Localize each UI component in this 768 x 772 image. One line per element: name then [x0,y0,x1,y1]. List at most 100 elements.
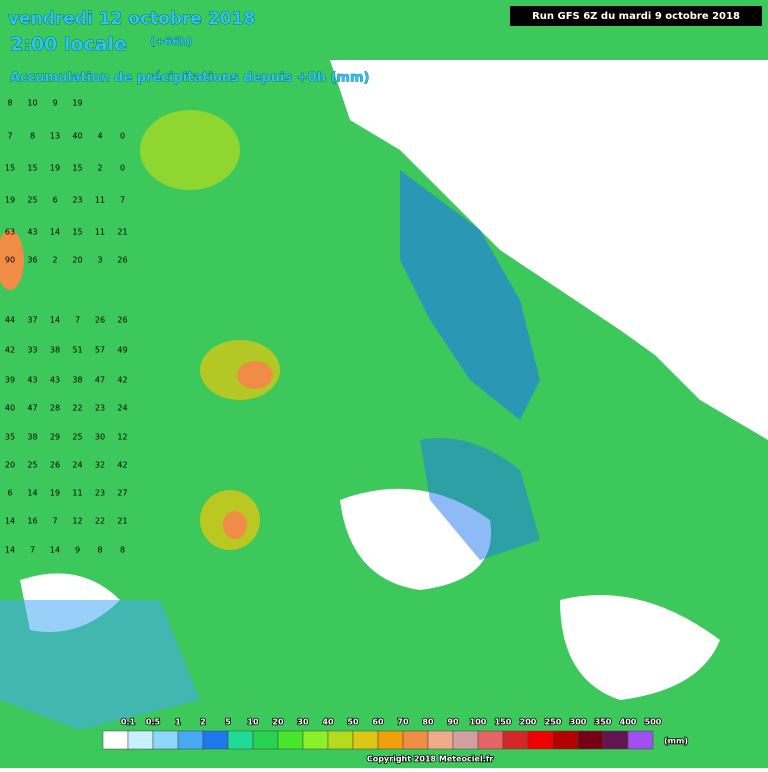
grid-value: 9 [52,99,57,108]
grid-value: 30 [95,433,105,442]
grid-value: 21 [117,517,127,526]
grid-value: 40 [5,404,15,413]
legend-swatch [127,730,154,750]
grid-value: 57 [95,346,105,355]
legend-label: 90 [447,718,459,727]
grid-value: 12 [117,433,127,442]
grid-value: 38 [50,346,60,355]
grid-value: 0 [120,164,125,173]
legend-swatch [402,730,429,750]
grid-value: 27 [117,489,127,498]
grid-value: 43 [50,376,60,385]
legend-label: 2 [200,718,206,727]
grid-value: 15 [5,164,15,173]
grid-value: 35 [5,433,15,442]
grid-value: 14 [50,228,60,237]
legend-label: 1 [175,718,181,727]
grid-value: 25 [27,196,37,205]
grid-value: 7 [75,316,80,325]
grid-value: 63 [5,228,15,237]
grid-value: 23 [95,489,105,498]
grid-value: 12 [72,517,82,526]
grid-value: 22 [72,404,82,413]
grid-value: 25 [72,433,82,442]
legend-swatch [427,730,454,750]
grid-value: 14 [50,546,60,555]
grid-value: 23 [72,196,82,205]
legend-label: 20 [272,718,284,727]
grid-value: 7 [7,132,12,141]
grid-value: 20 [5,461,15,470]
legend-label: 40 [322,718,334,727]
grid-value: 8 [30,132,35,141]
date: vendredi 12 octobre 2018 [8,9,255,29]
legend-swatch [152,730,179,750]
legend-swatch [552,730,579,750]
grid-value: 11 [95,196,105,205]
legend-label: 0.1 [121,718,136,727]
grid-value: 14 [27,489,37,498]
legend-swatch [102,730,129,750]
grid-value: 19 [5,196,15,205]
grid-value: 37 [27,316,37,325]
grid-value: 6 [52,196,57,205]
grid-value: 6 [7,489,12,498]
legend-swatch [227,730,254,750]
grid-value: 23 [95,404,105,413]
grid-value: 42 [117,376,127,385]
legend-label: 60 [372,718,384,727]
legend-label: 70 [397,718,409,727]
legend-label: 400 [620,718,637,727]
legend-swatch [527,730,554,750]
grid-value: 11 [95,228,105,237]
grid-value: 10 [27,99,37,108]
grid-value: 22 [95,517,105,526]
grid-value: 42 [117,461,127,470]
grid-value: 43 [27,376,37,385]
legend-swatch [477,730,504,750]
grid-value: 16 [27,517,37,526]
legend-label: 200 [520,718,537,727]
grid-value: 21 [117,228,127,237]
local-time: 2:00 locale [10,34,127,56]
legend-label: 0.5 [146,718,161,727]
grid-value: 19 [50,164,60,173]
grid-value: 25 [27,461,37,470]
legend-swatch [577,730,604,750]
grid-value: 8 [7,99,12,108]
grid-value: 26 [95,316,105,325]
legend-swatch [202,730,229,750]
grid-value: 38 [27,433,37,442]
grid-value: 47 [95,376,105,385]
legend: 0.1 0.5 1 2 5 10 20 30 40 50 60 70 80 90 100 150 200 250 3… [102,717,663,750]
legend-label: 30 [297,718,309,727]
grid-value: 26 [50,461,60,470]
legend-swatch [627,730,654,750]
grid-value: 39 [5,376,15,385]
legend-swatch [327,730,354,750]
grid-value: 11 [72,489,82,498]
grid-value: 38 [72,376,82,385]
grid-value: 44 [5,316,15,325]
grid-value: 8 [120,546,125,555]
legend-label: 5 [225,718,231,727]
copyright: Copyright 2018 Meteociel.fr [367,755,493,764]
grid-value: 7 [120,196,125,205]
legend-label: 150 [495,718,512,727]
grid-value: 26 [117,316,127,325]
grid-value: 90 [5,256,15,265]
legend-swatch [277,730,304,750]
run-info: Run GFS 6Z du mardi 9 octobre 2018 [532,11,740,22]
precip-patches [0,60,768,730]
legend-label: 250 [545,718,562,727]
grid-value: 14 [5,546,15,555]
legend-swatch [602,730,629,750]
grid-value: 0 [120,132,125,141]
grid-value: 3 [97,256,102,265]
grid-value: 2 [52,256,57,265]
grid-value: 14 [50,316,60,325]
legend-label: 350 [595,718,612,727]
grid-value: 20 [72,256,82,265]
legend-swatch [452,730,479,750]
grid-value: 7 [52,517,57,526]
